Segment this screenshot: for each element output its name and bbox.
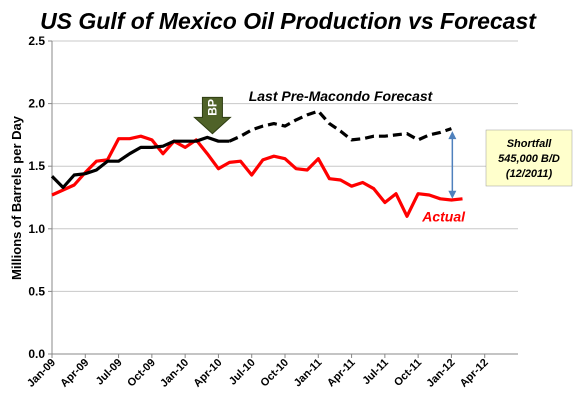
x-tick-label: Jul-10 xyxy=(227,357,258,388)
x-tick-label: Jan-09 xyxy=(25,357,58,390)
x-tick-label: Jul-09 xyxy=(94,357,125,388)
bp-marker: BP xyxy=(193,96,232,135)
x-tick-label: Jul-11 xyxy=(360,357,391,388)
x-tick-label: Oct-09 xyxy=(125,357,158,390)
series-line xyxy=(51,134,463,218)
y-tick-label: 0.0 xyxy=(28,347,45,361)
chart-title: US Gulf of Mexico Oil Production vs Fore… xyxy=(40,8,537,34)
x-tick-label: Oct-10 xyxy=(258,357,291,390)
y-tick-label: 2.0 xyxy=(28,97,45,111)
series-line xyxy=(50,135,230,190)
y-tick-label: 1.5 xyxy=(28,159,45,173)
x-tick-label: Apr-12 xyxy=(458,357,491,390)
x-tick-label: Jan-11 xyxy=(292,357,325,390)
x-tick-label: Jan-12 xyxy=(424,357,457,390)
x-tick-label: Apr-10 xyxy=(191,357,224,390)
shortfall-line-1: Shortfall xyxy=(507,138,553,150)
y-tick-labels: 0.0 0.5 1.0 1.5 2.0 2.5 xyxy=(28,34,45,361)
axes xyxy=(51,41,518,355)
shortfall-box xyxy=(485,129,573,187)
x-tick-labels: Jan-09 Apr-09 Jul-09 Oct-09 Jan-10 Apr-10 Jul-… xyxy=(25,357,491,390)
shortfall-arrow-head-bottom xyxy=(448,190,457,199)
shortfall-line-3: (12/2011) xyxy=(506,168,553,180)
bp-arrow-icon xyxy=(193,96,232,135)
actual-label: Actual xyxy=(421,208,466,224)
series-lines xyxy=(50,109,463,218)
shortfall-line-2: 545,000 B/D xyxy=(498,153,560,165)
x-tick-label: Jan-10 xyxy=(158,357,191,390)
grid-lines xyxy=(48,40,518,358)
y-axis-label: Millions of Barrels per Day xyxy=(9,115,24,280)
forecast-label: Last Pre-Macondo Forecast xyxy=(249,88,434,104)
x-tick-label: Apr-09 xyxy=(58,357,91,390)
x-tick-label: Apr-11 xyxy=(325,357,358,390)
shortfall-arrow-head-top xyxy=(448,131,457,140)
y-tick-label: 1.0 xyxy=(28,222,45,236)
y-tick-label: 0.5 xyxy=(28,284,45,298)
shortfall-annotation: Shortfall 545,000 B/D (12/2011) xyxy=(448,129,573,199)
x-tick-label: Oct-11 xyxy=(392,357,424,389)
series-line xyxy=(228,109,452,143)
bp-label: BP xyxy=(205,99,219,116)
y-tick-label: 2.5 xyxy=(28,34,45,48)
